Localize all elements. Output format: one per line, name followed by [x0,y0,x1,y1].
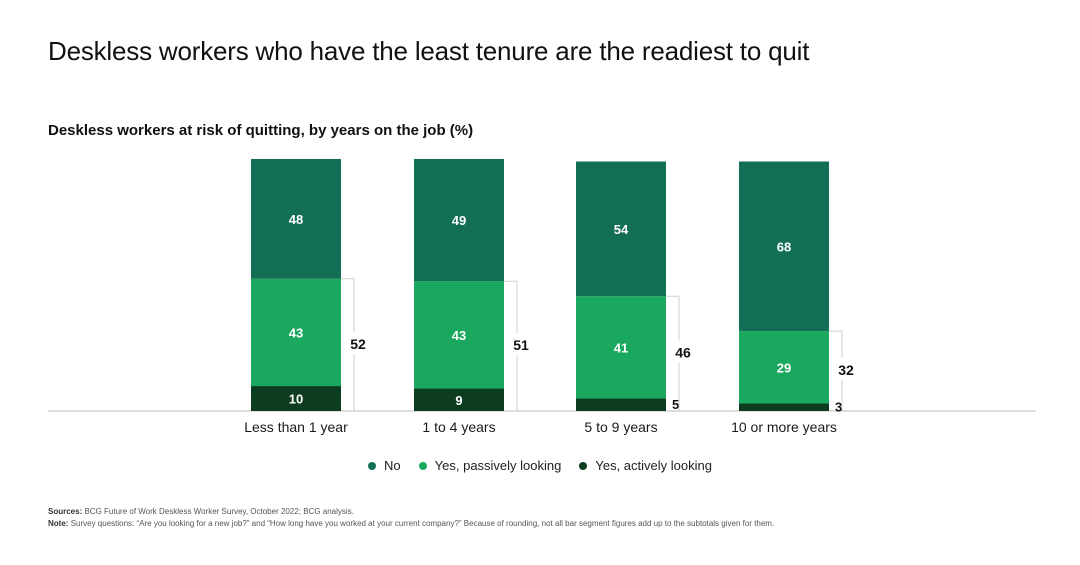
chart-footer: Sources: BCG Future of Work Deskless Wor… [48,506,1048,530]
legend-dot-passive [418,461,427,470]
data-label-yes-actively-looking-3: 5 [672,397,679,412]
chart-subtitle: Deskless workers at risk of quitting, by… [48,122,474,139]
subtotal-label-bg-1 [346,331,370,354]
legend-dot-active [579,461,588,470]
stacked-bar-chart: 10 43 48 52 Less than 1 year 9 43 49 51 1 to 4 ye… [48,159,1036,435]
note-label: Note: [48,519,69,528]
sources-line: Sources: BCG Future of Work Deskless Wor… [48,506,1048,518]
legend-label-no: No [384,458,401,473]
legend-label-active: Yes, actively looking [595,458,712,473]
subtotal-label-bg-4 [834,358,858,381]
legend-item-active: Yes, actively looking [579,458,712,473]
bar-segment-no-1 [251,159,341,279]
page-title: Deskless workers who have the least tenu… [48,36,810,66]
subtotal-label-3: 46 [675,345,691,361]
sources-label: Sources: [48,507,83,516]
bar-segment-yes-passively-looking-3 [576,296,666,399]
x-tick-label-1: Less than 1 year [244,419,348,435]
bar-segment-yes-actively-looking-2 [414,388,504,411]
subtotal-label-bg-3 [671,340,695,363]
bar-segment-yes-passively-looking-4 [739,331,829,404]
bar-segment-yes-actively-looking-4 [739,403,829,411]
note-text: Survey questions: “Are you looking for a… [70,519,775,528]
subtotal-label-1: 52 [350,336,366,352]
x-tick-label-3: 5 to 9 years [584,419,657,435]
subtotal-bracket-4 [829,330,843,411]
subtotal-label-bg-2 [509,333,533,356]
legend-item-passive: Yes, passively looking [418,458,562,473]
data-label-yes-passively-looking-2: 43 [452,328,466,343]
data-label-yes-passively-looking-1: 43 [289,325,303,340]
data-label-yes-passively-looking-3: 41 [614,340,628,355]
bar-segment-yes-passively-looking-1 [251,278,341,387]
bar-segment-no-3 [576,161,666,297]
subtotal-label-4: 32 [838,362,854,378]
chart-legend: No Yes, passively looking Yes, actively … [0,458,1080,473]
bar-segment-no-2 [414,159,504,282]
data-label-yes-actively-looking-2: 9 [455,393,462,408]
bar-segment-yes-actively-looking-3 [576,398,666,411]
data-label-yes-actively-looking-1: 10 [289,392,303,407]
subtotal-bracket-3 [666,295,680,411]
subtotal-bracket-2 [504,280,518,411]
bar-segment-yes-passively-looking-2 [414,281,504,389]
data-label-yes-passively-looking-4: 29 [777,360,791,375]
subtotal-bracket-1 [341,278,355,411]
data-label-no-4: 68 [777,239,791,254]
legend-item-no: No [368,458,401,473]
data-label-no-1: 48 [289,212,303,227]
bar-segment-no-4 [739,161,829,332]
legend-label-passive: Yes, passively looking [434,458,562,473]
sources-text: BCG Future of Work Deskless Worker Surve… [84,507,354,516]
data-label-no-3: 54 [614,222,629,237]
legend-dot-no [368,461,377,470]
x-tick-label-4: 10 or more years [731,419,837,435]
x-tick-label-2: 1 to 4 years [422,419,495,435]
subtotal-label-2: 51 [513,337,529,353]
data-label-no-2: 49 [452,213,466,228]
note-line: Note: Survey questions: “Are you looking… [48,518,1048,530]
bar-segment-yes-actively-looking-1 [251,386,341,411]
data-label-yes-actively-looking-4: 3 [835,399,842,414]
